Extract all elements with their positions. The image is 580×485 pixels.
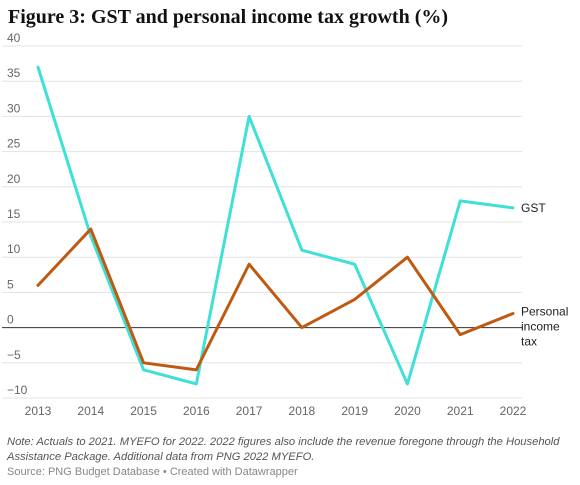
y-tick-label: 40: [7, 31, 21, 45]
y-tick-label: 10: [7, 242, 21, 256]
y-tick-label: 20: [7, 172, 21, 186]
x-tick-label: 2016: [183, 404, 210, 418]
y-tick-label: −5: [7, 348, 21, 362]
x-tick-label: 2018: [289, 404, 316, 418]
x-tick-label: 2015: [130, 404, 157, 418]
y-tick-label: 25: [7, 137, 21, 151]
chart-title: Figure 3: GST and personal income tax gr…: [8, 6, 449, 28]
x-tick-label: 2019: [341, 404, 368, 418]
series-label-gst: GST: [521, 201, 546, 215]
y-tick-label: 5: [7, 277, 14, 291]
gridlines: [2, 45, 522, 399]
series-label-personal-income-tax: Personal: [521, 305, 568, 319]
x-tick-label: 2022: [500, 404, 527, 418]
series-label-personal-income-tax: income: [521, 320, 560, 334]
series-line-personal-income-tax: [36, 227, 515, 372]
y-tick-label: 0: [7, 313, 14, 327]
series-label-personal-income-tax: tax: [521, 335, 537, 349]
y-axis-ticks: 40 35 30 25 20 15 10 5 0 −5 −10: [7, 31, 28, 397]
x-tick-label: 2020: [394, 404, 421, 418]
y-tick-label: 35: [7, 66, 21, 80]
y-tick-label: 30: [7, 101, 21, 115]
x-tick-label: 2014: [77, 404, 104, 418]
x-axis-ticks: 2013 2014 2015 2016 2017 2018 2019 2020 2021 2022: [25, 404, 527, 418]
y-tick-label: −10: [7, 383, 28, 397]
series-lines: [36, 65, 515, 386]
x-tick-label: 2013: [25, 404, 52, 418]
chart-note: Note: Actuals to 2021. MYEFO for 2022. 2…: [7, 436, 560, 463]
series-line-gst: [36, 65, 515, 386]
x-tick-label: 2021: [447, 404, 474, 418]
x-tick-label: 2017: [236, 404, 263, 418]
chart-source: Source: PNG Budget Database • Created wi…: [7, 466, 298, 478]
y-tick-label: 15: [7, 207, 21, 221]
